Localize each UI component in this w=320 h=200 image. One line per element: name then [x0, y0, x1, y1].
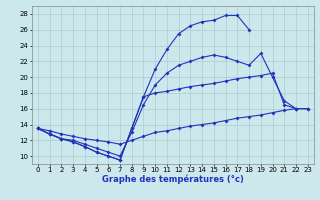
X-axis label: Graphe des températures (°c): Graphe des températures (°c) [102, 175, 244, 184]
